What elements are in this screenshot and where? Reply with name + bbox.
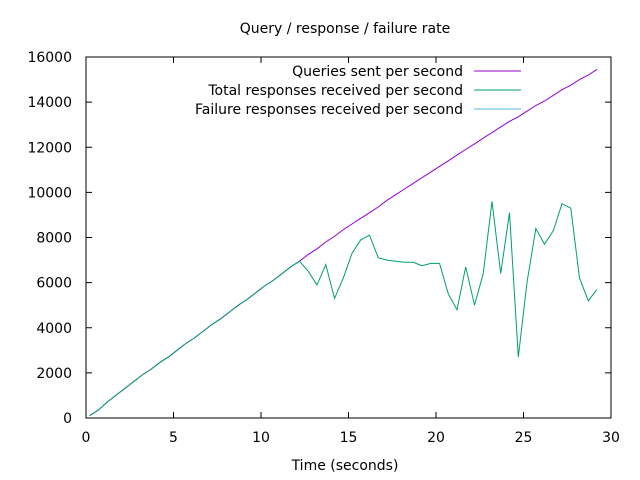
x-tick-label: 10 — [252, 430, 270, 446]
x-tick-label: 30 — [602, 430, 620, 446]
x-tick-label: 25 — [515, 430, 533, 446]
y-tick-label: 2000 — [36, 366, 72, 382]
x-tick-label: 15 — [340, 430, 358, 446]
legend-label-3: Failure responses received per second — [195, 102, 463, 118]
y-axis: 0 2000 4000 6000 8000 10000 12000 14000 16000 — [27, 50, 611, 427]
y-tick-label: 12000 — [27, 140, 72, 156]
legend-label-2: Total responses received per second — [207, 83, 463, 99]
x-axis-label: Time (seconds) — [291, 458, 399, 474]
series-lines — [89, 68, 598, 417]
x-tick-label: 5 — [169, 430, 178, 446]
series-line-2 — [89, 201, 598, 417]
y-tick-label: 4000 — [36, 321, 72, 337]
legend: Queries sent per second Total responses r… — [195, 64, 521, 118]
y-tick-label: 14000 — [27, 95, 72, 111]
chart-title: Query / response / failure rate — [240, 21, 450, 37]
y-tick-label: 0 — [63, 411, 72, 427]
y-tick-label: 16000 — [27, 50, 72, 66]
x-axis: 0 5 10 15 20 25 30 — [82, 57, 620, 446]
x-tick-label: 0 — [82, 430, 91, 446]
legend-label-1: Queries sent per second — [292, 64, 463, 80]
y-tick-label: 6000 — [36, 276, 72, 292]
x-tick-label: 20 — [427, 430, 445, 446]
y-tick-label: 10000 — [27, 185, 72, 201]
series-line-1 — [89, 68, 598, 417]
y-tick-label: 8000 — [36, 231, 72, 247]
